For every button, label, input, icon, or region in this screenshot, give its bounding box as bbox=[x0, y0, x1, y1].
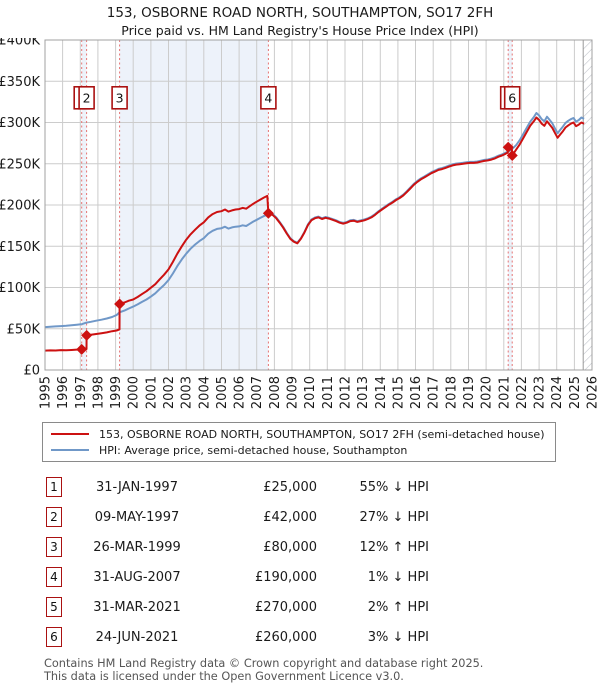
x-tick-label: 2015 bbox=[391, 376, 406, 409]
sale-price: £190,000 bbox=[212, 570, 317, 585]
sale-date: 26-MAR-1999 bbox=[62, 540, 212, 555]
price-chart: 123456£0£50K£100K£150K£200K£250K£300K£35… bbox=[0, 38, 600, 414]
x-tick-label: 2023 bbox=[533, 376, 548, 409]
x-tick-label: 2004 bbox=[197, 376, 212, 409]
footer-line-1: Contains HM Land Registry data © Crown c… bbox=[44, 657, 600, 670]
sale-date: 09-MAY-1997 bbox=[62, 510, 212, 525]
x-tick-label: 2013 bbox=[356, 376, 371, 409]
x-tick-label: 1996 bbox=[56, 376, 71, 409]
x-tick-label: 2021 bbox=[497, 376, 512, 409]
sale-number-badge: 5 bbox=[46, 597, 62, 617]
sale-date: 31-MAR-2021 bbox=[62, 600, 212, 615]
legend-item-hpi: HPI: Average price, semi-detached house,… bbox=[51, 442, 547, 458]
x-tick-label: 2006 bbox=[233, 376, 248, 409]
page-title: 153, OSBORNE ROAD NORTH, SOUTHAMPTON, SO… bbox=[0, 5, 600, 21]
sale-hpi-delta: 12% ↑ HPI bbox=[317, 540, 429, 555]
x-tick-label: 2017 bbox=[427, 376, 442, 409]
x-tick-label: 2020 bbox=[480, 376, 495, 409]
sale-hpi-delta: 3% ↓ HPI bbox=[317, 630, 429, 645]
sale-date: 31-AUG-2007 bbox=[62, 570, 212, 585]
x-tick-label: 2010 bbox=[303, 376, 318, 409]
x-tick-label: 1995 bbox=[39, 376, 54, 409]
x-tick-label: 2019 bbox=[462, 376, 477, 409]
sale-price: £42,000 bbox=[212, 510, 317, 525]
y-tick-label: £300K bbox=[0, 116, 40, 131]
sale-hpi-delta: 2% ↑ HPI bbox=[317, 600, 429, 615]
x-tick-label: 2014 bbox=[374, 376, 389, 409]
x-tick-label: 1999 bbox=[109, 376, 124, 409]
x-tick-label: 2002 bbox=[162, 376, 177, 409]
sale-date: 24-JUN-2021 bbox=[62, 630, 212, 645]
x-tick-label: 2024 bbox=[550, 376, 565, 409]
sale-number-badge: 6 bbox=[46, 627, 62, 647]
sale-label-number: 4 bbox=[264, 90, 272, 105]
sale-number-badge: 1 bbox=[46, 477, 62, 497]
red-line-swatch bbox=[51, 433, 89, 435]
x-tick-label: 2011 bbox=[321, 376, 336, 409]
blue-line-swatch bbox=[51, 449, 89, 451]
y-tick-label: £350K bbox=[0, 75, 40, 90]
x-tick-label: 1997 bbox=[74, 376, 89, 409]
x-tick-label: 2022 bbox=[515, 376, 530, 409]
page-subtitle: Price paid vs. HM Land Registry's House … bbox=[0, 23, 600, 38]
sale-label-number: 2 bbox=[83, 90, 91, 105]
x-tick-label: 2018 bbox=[444, 376, 459, 409]
x-tick-label: 2026 bbox=[586, 376, 600, 409]
x-tick-label: 2009 bbox=[286, 376, 301, 409]
sale-hpi-delta: 27% ↓ HPI bbox=[317, 510, 429, 525]
y-tick-label: £400K bbox=[0, 38, 40, 49]
sale-label-number: 3 bbox=[116, 90, 124, 105]
legend: 153, OSBORNE ROAD NORTH, SOUTHAMPTON, SO… bbox=[42, 422, 556, 462]
footer-line-2: This data is licensed under the Open Gov… bbox=[44, 670, 600, 683]
x-tick-label: 2007 bbox=[250, 376, 265, 409]
y-tick-label: £100K bbox=[0, 281, 40, 296]
x-tick-label: 2001 bbox=[144, 376, 159, 409]
footer-copyright: Contains HM Land Registry data © Crown c… bbox=[44, 657, 600, 683]
sale-hpi-delta: 1% ↓ HPI bbox=[317, 570, 429, 585]
y-axis-labels: £0£50K£100K£150K£200K£250K£300K£350K£400… bbox=[0, 38, 40, 379]
y-tick-label: £150K bbox=[0, 240, 40, 255]
x-tick-label: 1998 bbox=[91, 376, 106, 409]
legend-item-property: 153, OSBORNE ROAD NORTH, SOUTHAMPTON, SO… bbox=[51, 426, 547, 442]
future-hatch bbox=[583, 40, 592, 370]
sale-price: £260,000 bbox=[212, 630, 317, 645]
y-tick-label: £200K bbox=[0, 199, 40, 214]
x-tick-label: 2012 bbox=[339, 376, 354, 409]
y-tick-label: £50K bbox=[7, 322, 41, 337]
sale-number-badge: 2 bbox=[46, 507, 62, 527]
x-tick-label: 2000 bbox=[127, 376, 142, 409]
sale-number-badge: 3 bbox=[46, 537, 62, 557]
x-tick-label: 2003 bbox=[180, 376, 195, 409]
sale-number-badge: 4 bbox=[46, 567, 62, 587]
x-tick-label: 2005 bbox=[215, 376, 230, 409]
sale-date: 31-JAN-1997 bbox=[62, 480, 212, 495]
x-tick-label: 2025 bbox=[568, 376, 583, 409]
legend-label: 153, OSBORNE ROAD NORTH, SOUTHAMPTON, SO… bbox=[99, 428, 545, 441]
x-tick-label: 2008 bbox=[268, 376, 283, 409]
sale-price: £270,000 bbox=[212, 600, 317, 615]
x-tick-label: 2016 bbox=[409, 376, 424, 409]
sale-price: £25,000 bbox=[212, 480, 317, 495]
sale-hpi-delta: 55% ↓ HPI bbox=[317, 480, 429, 495]
y-tick-label: £250K bbox=[0, 157, 40, 172]
sale-label-number: 6 bbox=[508, 90, 516, 105]
sale-price: £80,000 bbox=[212, 540, 317, 555]
legend-label: HPI: Average price, semi-detached house,… bbox=[99, 444, 407, 457]
